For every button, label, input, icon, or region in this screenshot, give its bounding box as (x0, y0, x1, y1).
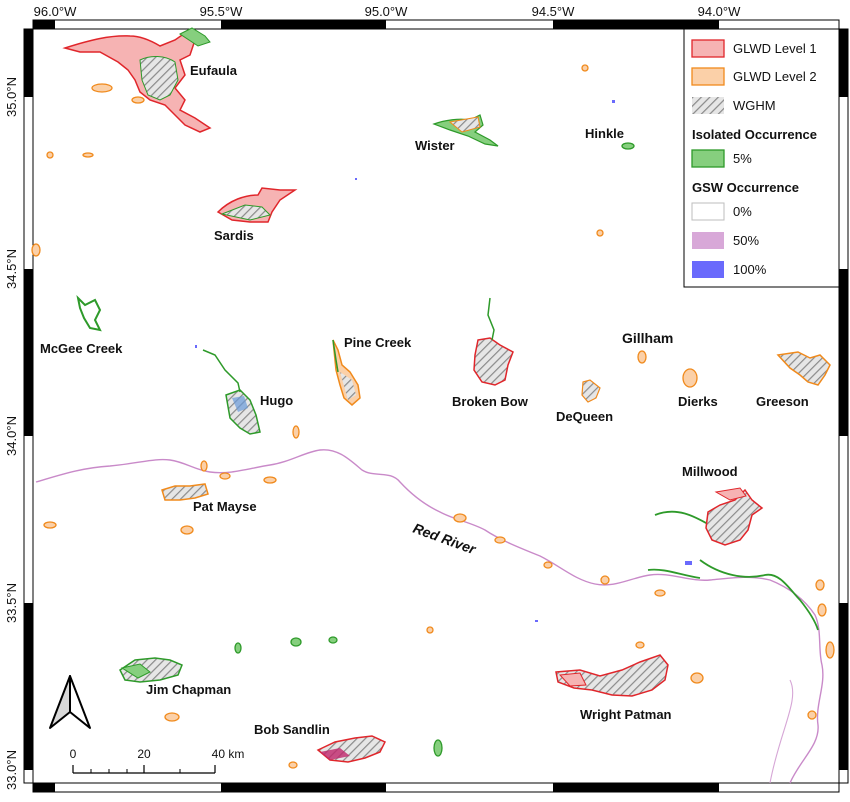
label-jim-chapman: Jim Chapman (146, 682, 231, 697)
legend-label-glwd1: GLWD Level 1 (733, 41, 817, 56)
tick-33.5N: 33.5°N (4, 583, 19, 623)
label-gillham: Gillham (622, 330, 673, 346)
label-greeson: Greeson (756, 394, 809, 409)
legend-swatch-gsw50 (692, 232, 724, 249)
scale-label-40km: 40 km (212, 747, 245, 761)
legend-heading-isolated: Isolated Occurrence (692, 127, 817, 142)
gsw-specks (195, 100, 692, 622)
tick-34.5N: 34.5°N (4, 249, 19, 289)
label-sardis: Sardis (214, 228, 254, 243)
label-dierks: Dierks (678, 394, 718, 409)
legend-label-wghm: WGHM (733, 98, 776, 113)
tick-94.5W: 94.5°W (532, 4, 576, 19)
left-tick-labels: 35.0°N 34.5°N 34.0°N 33.5°N 33.0°N (4, 77, 19, 790)
lake-labels: Eufaula Wister Hinkle Sardis McGee Creek… (40, 63, 809, 737)
map-frame-border (23, 19, 849, 793)
tick-35.0N: 35.0°N (4, 77, 19, 117)
legend: GLWD Level 1 GLWD Level 2 WGHM Isolated … (683, 28, 840, 288)
label-millwood: Millwood (682, 464, 738, 479)
tick-34.0N: 34.0°N (4, 416, 19, 456)
legend-label-gsw50: 50% (733, 233, 759, 248)
scale-label-0: 0 (70, 747, 77, 761)
legend-label-gsw100: 100% (733, 262, 767, 277)
label-mcgee-creek: McGee Creek (40, 341, 123, 356)
legend-label-iso5: 5% (733, 151, 752, 166)
small-reservoirs (31, 64, 835, 769)
tick-33.0N: 33.0°N (4, 750, 19, 790)
legend-heading-gsw: GSW Occurrence (692, 180, 799, 195)
tick-96.0W: 96.0°W (34, 4, 78, 19)
legend-swatch-glwd1 (691, 39, 725, 58)
legend-swatch-gsw100 (692, 261, 724, 278)
lake-polygons (62, 27, 831, 763)
isolated-patches (234, 142, 635, 757)
tick-94.0W: 94.0°W (698, 4, 742, 19)
scale-bar: 0 20 40 km (70, 747, 245, 774)
label-eufaula: Eufaula (190, 63, 238, 78)
legend-swatch-glwd2 (691, 67, 725, 86)
tick-95.5W: 95.5°W (200, 4, 244, 19)
label-wister: Wister (415, 138, 455, 153)
tick-95.0W: 95.0°W (365, 4, 409, 19)
legend-swatch-iso5 (691, 149, 725, 168)
label-bob-sandlin: Bob Sandlin (254, 722, 330, 737)
legend-swatch-gsw0 (691, 202, 725, 221)
label-pine-creek: Pine Creek (344, 335, 412, 350)
label-dequeen: DeQueen (556, 409, 613, 424)
north-arrow-icon (49, 675, 91, 729)
red-river-line (35, 449, 824, 784)
top-tick-labels: 96.0°W 95.5°W 95.0°W 94.5°W 94.0°W (34, 4, 742, 19)
label-wright-patman: Wright Patman (580, 707, 672, 722)
legend-swatch-wghm (692, 97, 724, 114)
label-pat-mayse: Pat Mayse (193, 499, 257, 514)
scale-label-20: 20 (137, 747, 151, 761)
little-river-north (647, 568, 701, 579)
label-hugo: Hugo (260, 393, 293, 408)
label-broken-bow: Broken Bow (452, 394, 529, 409)
red-river-tributary (769, 679, 794, 784)
legend-label-glwd2: GLWD Level 2 (733, 69, 817, 84)
label-hinkle: Hinkle (585, 126, 624, 141)
legend-label-gsw0: 0% (733, 204, 752, 219)
